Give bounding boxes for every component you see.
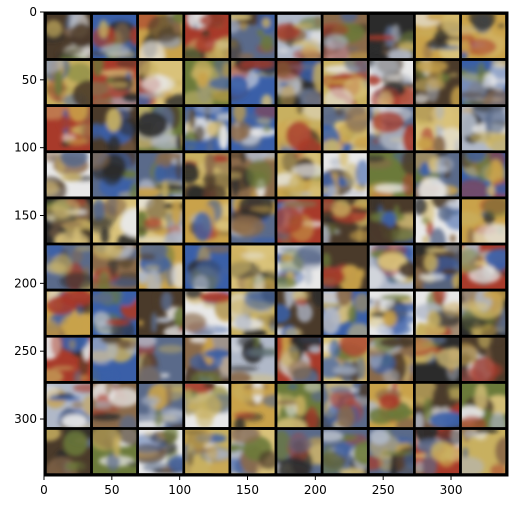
image-grid — [31, 0, 518, 486]
x-tick-label: 200 — [304, 483, 327, 497]
sample-tile — [316, 146, 370, 201]
y-tick-label: 100 — [14, 141, 37, 155]
y-tick-label: 150 — [14, 209, 37, 223]
sample-tile — [321, 52, 374, 112]
sample-tile — [90, 375, 140, 436]
x-tick-label: 0 — [40, 483, 48, 497]
y-tick-label: 250 — [14, 344, 37, 358]
sample-tile — [181, 238, 234, 295]
x-axis: 0 50 100 150 200 250 300 — [40, 476, 462, 497]
y-axis: 0 50 100 150 200 250 300 — [14, 5, 44, 426]
y-tick-label: 300 — [14, 412, 37, 426]
sample-tile — [34, 240, 96, 294]
x-tick-label: 150 — [236, 483, 259, 497]
x-tick-label: 100 — [168, 483, 191, 497]
x-tick-label: 250 — [372, 483, 395, 497]
y-tick-label: 200 — [14, 276, 37, 290]
x-tick-label: 50 — [104, 483, 119, 497]
y-tick-label: 0 — [29, 5, 37, 19]
x-tick-label: 300 — [440, 483, 463, 497]
y-tick-label: 50 — [22, 73, 37, 87]
